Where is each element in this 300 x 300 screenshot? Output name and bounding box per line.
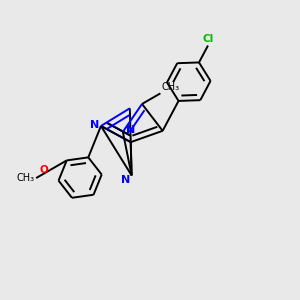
Text: CH₃: CH₃ xyxy=(16,173,34,183)
Text: N: N xyxy=(126,125,135,135)
Text: CH₃: CH₃ xyxy=(162,82,180,92)
Text: O: O xyxy=(40,165,49,175)
Text: N: N xyxy=(90,120,99,130)
Text: Cl: Cl xyxy=(202,34,214,44)
Text: N: N xyxy=(121,175,130,185)
